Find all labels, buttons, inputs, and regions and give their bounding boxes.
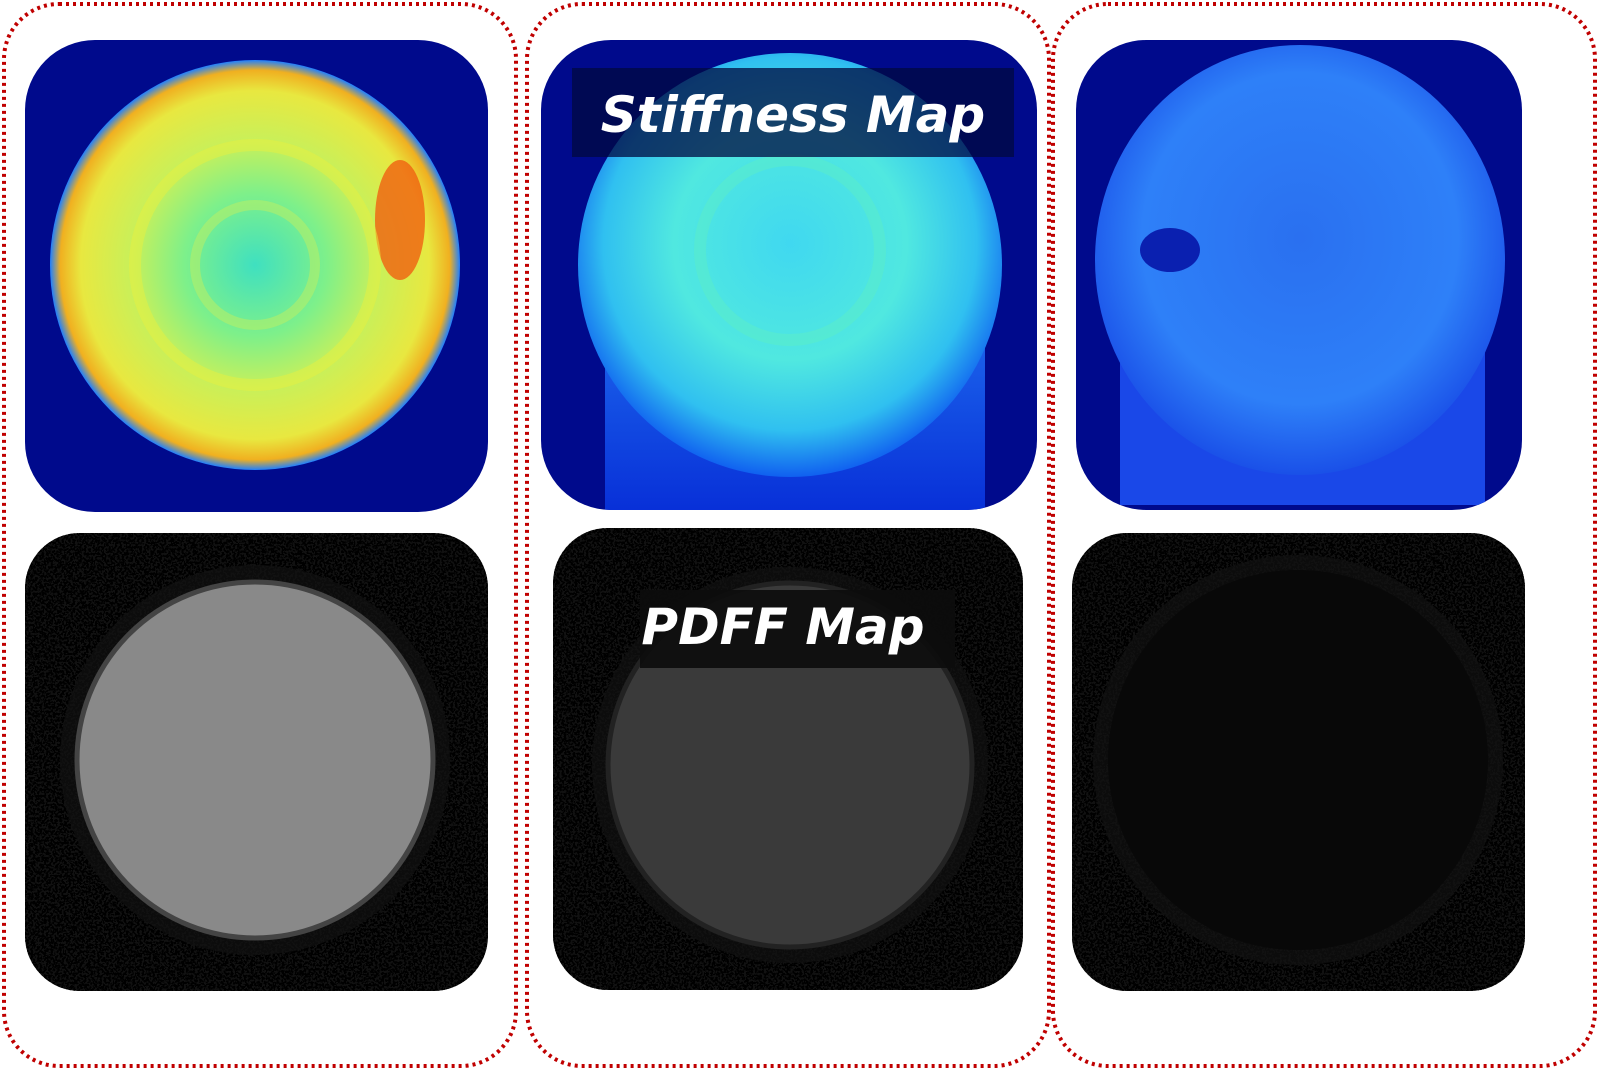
pdff-image: [25, 533, 488, 991]
pdff-image: [1072, 533, 1525, 991]
panel-border: [1051, 2, 1597, 1068]
stiffness-image: [1076, 40, 1522, 510]
label-box: [572, 68, 1014, 157]
pdff-label: PDFF Map: [641, 598, 924, 656]
stiffness-label: Stiffness Map: [601, 86, 985, 144]
stiffness-image: [25, 40, 488, 512]
panel-border: [525, 2, 1051, 1068]
label-box: [640, 590, 955, 668]
